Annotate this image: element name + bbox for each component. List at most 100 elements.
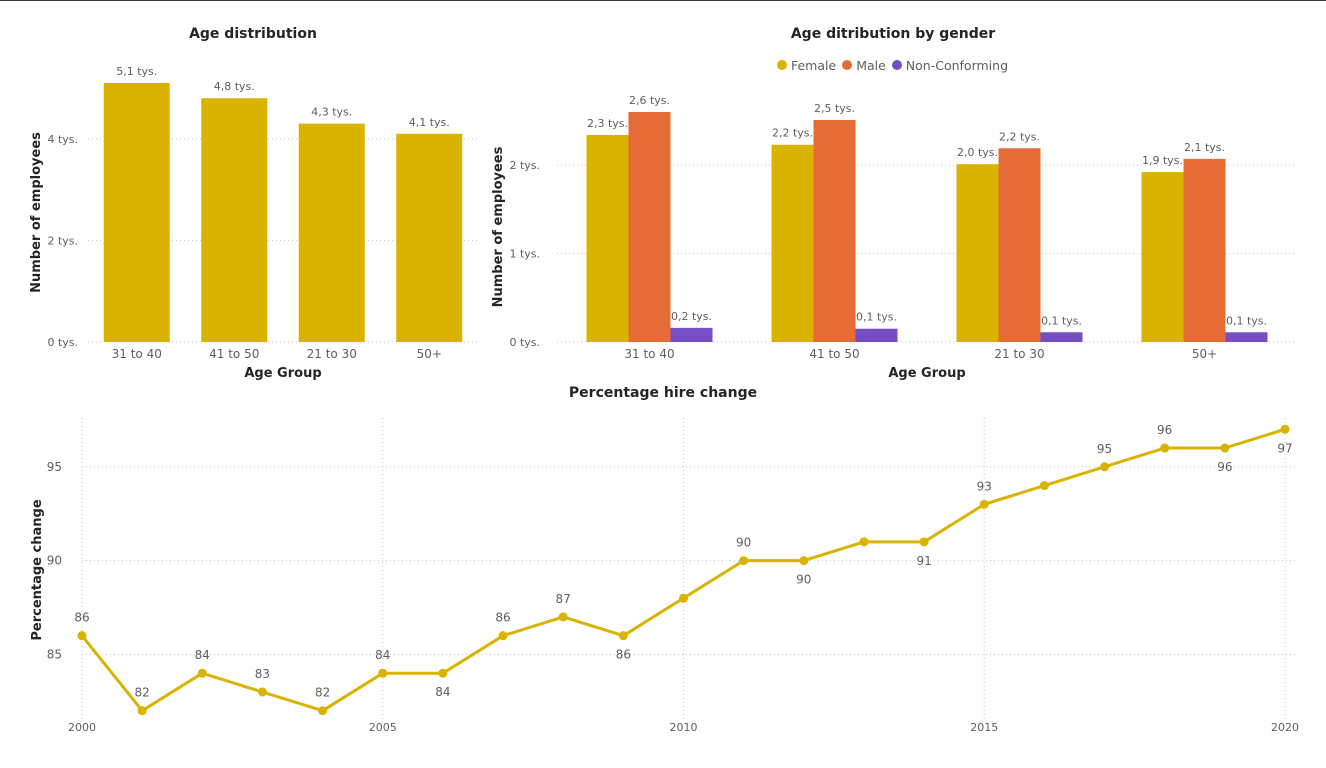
c2-ytick-label: 2 tys. <box>509 159 540 172</box>
c1-data-label: 4,3 tys. <box>311 106 352 119</box>
c2-data-label: 2,1 tys. <box>1184 141 1225 154</box>
c3-xtick-label: 2000 <box>68 721 96 734</box>
c3-y-axis-title: Percentage change <box>30 499 45 640</box>
c3-data-point[interactable] <box>739 556 749 566</box>
c3-data-label: 86 <box>74 611 89 625</box>
c2-bar-non-conforming[interactable] <box>670 327 713 342</box>
c2-bar-male[interactable] <box>998 148 1041 342</box>
c3-data-point[interactable] <box>1280 424 1290 434</box>
c2-data-label: 2,6 tys. <box>629 94 670 107</box>
c2-ytick-label: 0 tys. <box>509 336 540 349</box>
gender-legend: Female Male Non-Conforming <box>640 56 1145 74</box>
legend-dot-non-conforming-icon <box>891 60 902 70</box>
c3-data-point[interactable] <box>498 631 508 641</box>
c2-bar-male[interactable] <box>628 112 671 342</box>
c1-xtick-label: 41 to 50 <box>209 347 259 361</box>
c1-data-label: 4,1 tys. <box>409 116 450 129</box>
c3-xtick-label: 2005 <box>369 721 397 734</box>
c2-data-label: 1,9 tys. <box>1142 154 1183 167</box>
c3-data-point[interactable] <box>1039 481 1049 491</box>
c3-ytick-label: 85 <box>47 647 62 661</box>
c3-data-label: 96 <box>1157 423 1172 437</box>
c1-xtick-label: 21 to 30 <box>307 347 357 361</box>
legend-label-male: Male <box>856 57 886 73</box>
c3-data-label: 82 <box>315 686 330 700</box>
c1-y-axis-title: Number of employees <box>29 132 44 293</box>
c2-bar-female[interactable] <box>586 135 629 342</box>
c3-data-point[interactable] <box>919 537 929 547</box>
c1-xtick-label: 31 to 40 <box>112 347 162 361</box>
c1-x-axis-title: Age Group <box>244 366 321 381</box>
c3-data-point[interactable] <box>1160 443 1170 453</box>
c3-data-point[interactable] <box>799 556 809 566</box>
c3-data-label: 82 <box>135 686 150 700</box>
c2-data-label: 0,1 tys. <box>1226 314 1267 327</box>
c3-ytick-label: 90 <box>47 554 62 568</box>
c1-bar[interactable] <box>103 83 170 342</box>
c2-data-label: 2,2 tys. <box>999 130 1040 143</box>
c1-ytick-label: 4 tys. <box>47 133 78 146</box>
c2-xtick-label: 21 to 30 <box>994 347 1044 361</box>
c1-xtick-label: 50+ <box>417 347 442 361</box>
chart1-title: Age distribution <box>189 26 317 42</box>
c2-bar-non-conforming[interactable] <box>1225 332 1268 342</box>
c3-data-label: 86 <box>616 648 631 662</box>
c2-bar-male[interactable] <box>1183 158 1226 342</box>
c3-data-label: 84 <box>435 685 450 699</box>
c3-xtick-label: 2010 <box>670 721 698 734</box>
c3-data-label: 84 <box>195 648 210 662</box>
legend-item-female[interactable]: Female <box>776 58 836 73</box>
c3-data-point[interactable] <box>979 499 989 509</box>
c1-data-label: 5,1 tys. <box>116 65 157 78</box>
c3-data-label: 84 <box>375 648 390 662</box>
legend-item-male[interactable]: Male <box>842 58 886 73</box>
top-border <box>0 0 1326 1</box>
c2-bar-non-conforming[interactable] <box>855 328 898 342</box>
c3-data-point[interactable] <box>77 631 87 641</box>
c2-data-label: 2,2 tys. <box>772 127 813 140</box>
c2-x-axis-title: Age Group <box>888 366 965 381</box>
c3-data-label: 95 <box>1097 442 1112 456</box>
c1-bar[interactable] <box>396 133 463 342</box>
c3-data-point[interactable] <box>1220 443 1230 453</box>
c1-bar[interactable] <box>298 123 365 343</box>
c3-data-point[interactable] <box>318 706 328 716</box>
c1-data-label: 4,8 tys. <box>214 80 255 93</box>
c2-bar-female[interactable] <box>1141 172 1184 342</box>
c2-bar-non-conforming[interactable] <box>1040 332 1083 342</box>
c2-bar-male[interactable] <box>813 119 856 342</box>
c3-data-point[interactable] <box>197 668 207 678</box>
legend-dot-male-icon <box>842 60 853 70</box>
c2-xtick-label: 31 to 40 <box>624 347 674 361</box>
c2-ytick-label: 1 tys. <box>509 248 540 261</box>
c2-bar-female[interactable] <box>956 164 999 342</box>
c3-data-label: 93 <box>977 479 992 493</box>
c2-data-label: 0,2 tys. <box>671 310 712 323</box>
c1-bar[interactable] <box>201 98 268 342</box>
c3-data-point[interactable] <box>679 593 688 603</box>
c1-ytick-label: 2 tys. <box>47 234 78 247</box>
c3-data-point[interactable] <box>378 668 388 678</box>
c3-data-label: 87 <box>556 592 571 606</box>
c3-ytick-label: 95 <box>47 460 62 474</box>
c3-data-label: 83 <box>255 667 270 681</box>
c2-xtick-label: 50+ <box>1192 347 1217 361</box>
c2-data-label: 2,0 tys. <box>957 146 998 159</box>
c3-xtick-label: 2020 <box>1271 721 1299 734</box>
c2-bar-female[interactable] <box>771 144 814 342</box>
c3-data-point[interactable] <box>558 612 568 622</box>
c2-data-label: 2,5 tys. <box>814 102 855 115</box>
legend-item-non-conforming[interactable]: Non-Conforming <box>891 57 1009 73</box>
c2-xtick-label: 41 to 50 <box>809 347 859 361</box>
c3-data-point[interactable] <box>618 631 628 641</box>
c3-xtick-label: 2015 <box>970 721 998 734</box>
c3-data-point[interactable] <box>438 668 448 678</box>
c3-data-point[interactable] <box>137 706 147 716</box>
c3-data-point[interactable] <box>257 687 267 697</box>
c3-data-label: 90 <box>796 573 811 587</box>
c3-data-point[interactable] <box>1100 462 1110 472</box>
c2-data-label: 0,1 tys. <box>1041 314 1082 327</box>
legend-label-non-conforming: Non-Conforming <box>905 57 1009 73</box>
c3-data-point[interactable] <box>859 537 869 547</box>
